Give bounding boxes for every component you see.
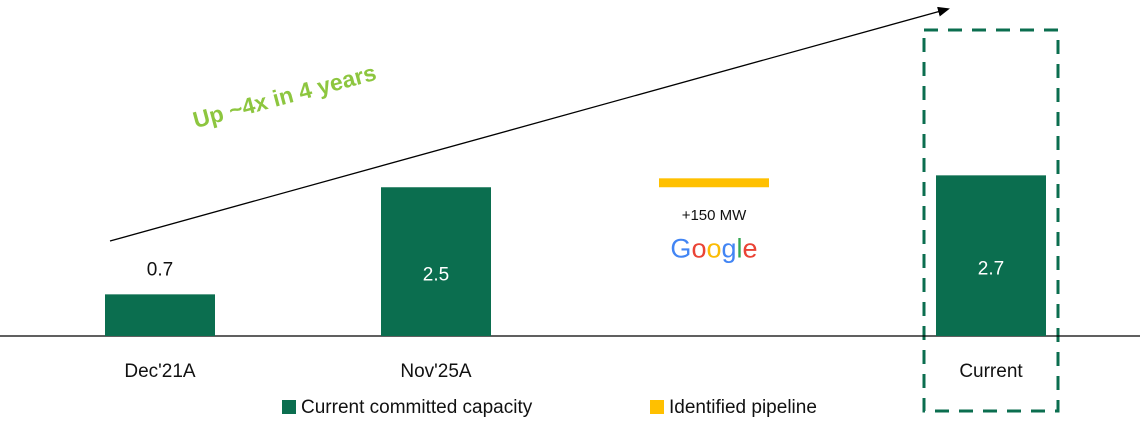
legend-swatch (282, 400, 296, 414)
highlight-box (922, 28, 1060, 413)
bar-segment (659, 178, 769, 188)
trend-arrow (109, 6, 950, 242)
legend-label: Current committed capacity (301, 397, 533, 418)
logo: Google (670, 233, 757, 263)
value-label: 0.7 (147, 259, 173, 280)
bar (381, 187, 491, 336)
legend-label: Identified pipeline (669, 397, 817, 418)
value-label: 2.5 (423, 265, 449, 286)
value-label: +150 MW (682, 207, 747, 224)
bar (936, 175, 1046, 336)
x-tick-label: Dec'21A (124, 361, 196, 382)
legend-swatch (650, 400, 664, 414)
annotation: Up ~4x in 4 years (190, 59, 379, 133)
x-tick-label: Nov'25A (400, 361, 472, 382)
value-label: 2.7 (978, 259, 1004, 280)
x-tick-label: Current (959, 361, 1023, 382)
bar (105, 294, 215, 336)
